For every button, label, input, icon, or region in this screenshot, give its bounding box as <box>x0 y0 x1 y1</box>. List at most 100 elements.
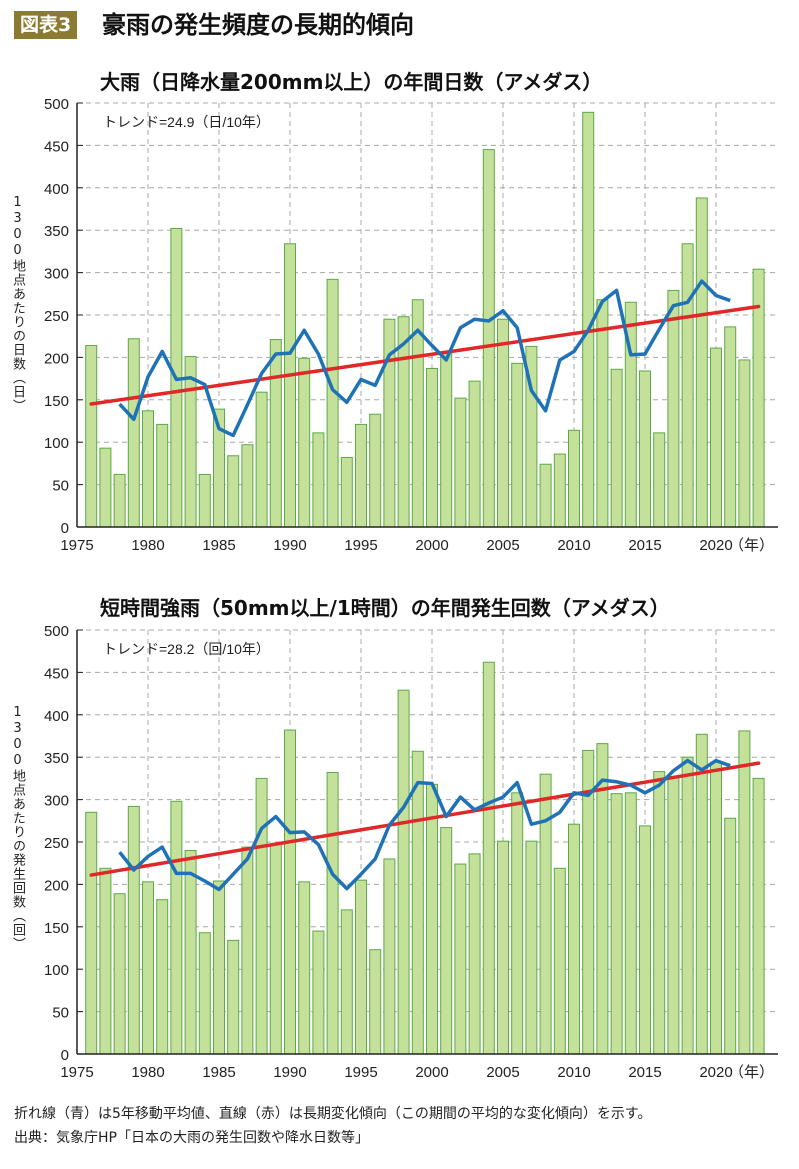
bar-1981 <box>156 899 169 1055</box>
chart1-y-axis-label: 1300地点あたりの日数（日） <box>10 195 25 413</box>
bar-2004 <box>482 661 495 1055</box>
x-tick-label: 1985 <box>202 537 235 554</box>
bar-2020 <box>710 347 722 528</box>
legend-note: 折れ線（青）は5年移動平均値、直線（赤）は長期変化傾向（この期間の平均的な変化傾… <box>14 1106 652 1122</box>
figure-title: 豪雨の発生頻度の長期的傾向 <box>102 11 414 39</box>
bar-1993 <box>326 278 339 528</box>
bar-1983 <box>184 849 197 1055</box>
figure-number-badge: 図表3 <box>14 11 78 39</box>
bar-2019 <box>695 733 708 1055</box>
bar-2000 <box>426 367 438 528</box>
bar-2005 <box>497 840 509 1055</box>
bar-1987 <box>241 444 254 528</box>
bar-2004 <box>482 149 495 528</box>
chart-2: 0 50 100 150 200 250 300 350 400 450 500 1975 1980 19… <box>44 623 778 1081</box>
moving-average-line <box>118 758 731 892</box>
bar-2015 <box>639 825 651 1055</box>
bar-1977 <box>99 447 112 528</box>
bar-1978 <box>113 893 126 1055</box>
bar-2017 <box>667 289 680 528</box>
chart2-y-axis-label: 1300地点あたりの発生回数（回） <box>10 705 25 951</box>
bar-1978 <box>113 473 126 528</box>
bar-1983 <box>184 356 197 528</box>
y-tick-label: 150 <box>44 920 69 937</box>
bar-1996 <box>369 949 382 1055</box>
bar-1993 <box>326 771 339 1055</box>
bar-1990 <box>284 243 296 528</box>
bar-1991 <box>298 357 311 528</box>
bar-1979 <box>127 805 140 1055</box>
trend-line <box>89 761 761 877</box>
y-tick-label: 250 <box>44 835 69 852</box>
trend-annotation: トレンド=24.9（日/10年） <box>103 114 270 130</box>
bar-1979 <box>127 338 140 528</box>
x-tick-label: 2000 <box>415 1064 448 1081</box>
bar-2018 <box>681 756 694 1055</box>
bar-1989 <box>269 844 282 1055</box>
y-tick-label: 350 <box>44 750 69 767</box>
y-tick-label: 50 <box>52 1005 69 1022</box>
x-tick-label: 1990 <box>273 537 306 554</box>
y-tick-label: 450 <box>44 665 69 682</box>
x-axis-unit-label: （年） <box>729 537 774 554</box>
bar-2020 <box>710 761 722 1055</box>
x-tick-label: 2000 <box>415 537 448 554</box>
bar-2021 <box>724 326 737 528</box>
x-axis-unit-label: （年） <box>729 1064 774 1081</box>
bar-1997 <box>383 858 396 1055</box>
bar-2013 <box>610 793 623 1055</box>
bar-2021 <box>724 817 737 1055</box>
bar-2010 <box>568 823 580 1055</box>
y-tick-label: 300 <box>44 793 69 810</box>
bar-2003 <box>468 380 481 528</box>
bar-1998 <box>397 689 410 1055</box>
bar-1976 <box>85 811 98 1055</box>
bar-1980 <box>142 881 154 1055</box>
bar-2005 <box>497 318 509 528</box>
bar-1994 <box>340 909 353 1055</box>
y-tick-label: 250 <box>44 308 69 325</box>
x-tick-label: 2005 <box>486 537 519 554</box>
bar-1977 <box>99 867 112 1055</box>
bar-2008 <box>539 463 552 528</box>
x-tick-label: 1975 <box>60 537 93 554</box>
bar-1992 <box>312 930 325 1055</box>
bar-2000 <box>426 783 438 1055</box>
bar-2023 <box>752 777 765 1055</box>
bar-2009 <box>553 453 566 528</box>
bar-1989 <box>269 339 282 528</box>
bar-2007 <box>525 840 538 1055</box>
x-tick-label: 1975 <box>60 1064 93 1081</box>
bar-1991 <box>298 881 311 1055</box>
bar-1988 <box>255 391 268 528</box>
trend-line <box>89 304 761 406</box>
bar-1984 <box>198 932 211 1055</box>
bar-2009 <box>553 867 566 1055</box>
bar-2022 <box>738 730 751 1055</box>
x-tick-label: 1980 <box>131 1064 164 1081</box>
chart-1: 0 50 100 150 200 250 300 350 400 450 500 1975 1980 19… <box>44 96 778 554</box>
x-tick-label: 1990 <box>273 1064 306 1081</box>
bar-1982 <box>170 800 183 1055</box>
bar-1976 <box>85 345 98 528</box>
y-tick-label: 300 <box>44 266 69 283</box>
bar-1990 <box>284 729 296 1055</box>
source-note: 出典：気象庁HP「日本の大雨の発生回数や降水日数等」 <box>14 1130 369 1146</box>
bar-2015 <box>639 370 651 528</box>
y-tick-label: 350 <box>44 223 69 240</box>
x-tick-label: 2010 <box>557 1064 590 1081</box>
y-tick-label: 50 <box>52 478 69 495</box>
bar-1985 <box>213 880 225 1055</box>
bar-1994 <box>340 456 353 528</box>
x-tick-label: 2005 <box>486 1064 519 1081</box>
bar-1999 <box>411 750 424 1055</box>
y-tick-label: 450 <box>44 138 69 155</box>
x-tick-label: 1995 <box>344 537 377 554</box>
bar-1995 <box>355 879 367 1055</box>
bar-1986 <box>227 939 240 1055</box>
y-tick-label: 100 <box>44 435 69 452</box>
x-tick-label: 2020 <box>699 537 732 554</box>
bar-2016 <box>653 771 666 1055</box>
bar-2014 <box>624 792 637 1055</box>
